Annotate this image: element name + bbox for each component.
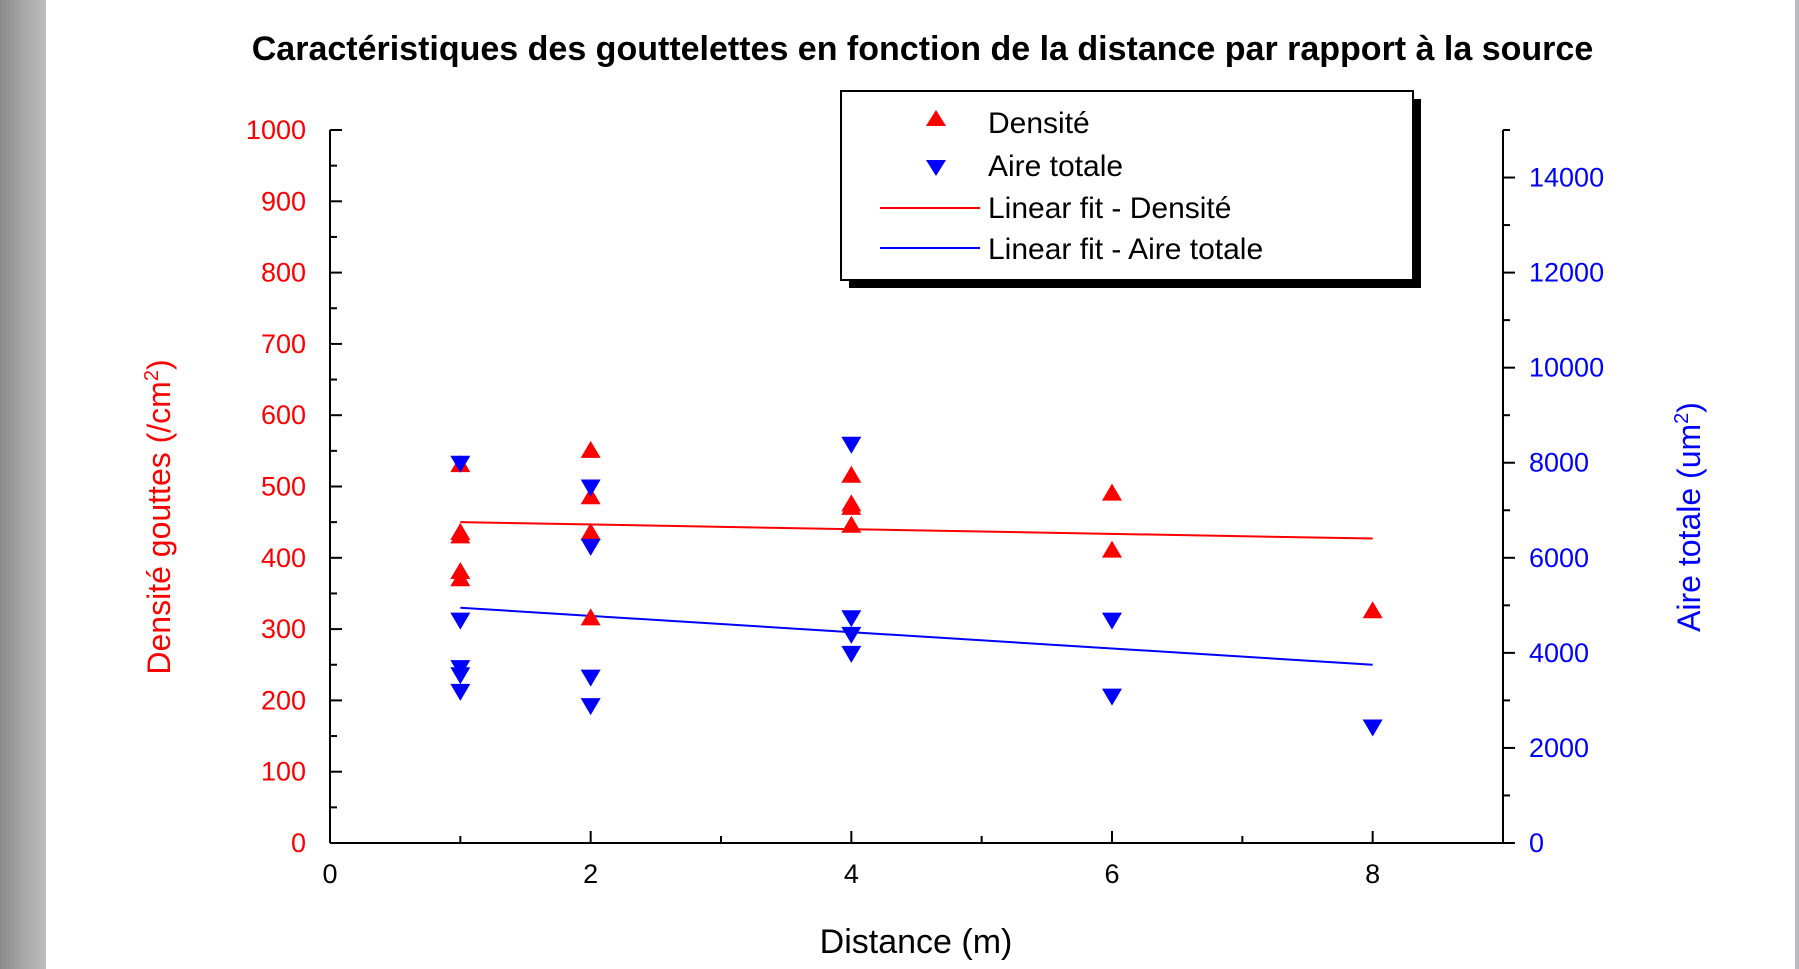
aire-point — [841, 436, 862, 454]
y-right-axis-label: Aire totale (um2) — [1671, 402, 1707, 632]
y-right-tick-label: 6000 — [1529, 543, 1589, 573]
y-left-tick-label: 200 — [261, 685, 306, 715]
densite-point — [580, 440, 601, 458]
aire-point — [1102, 688, 1122, 706]
aire-point — [841, 610, 862, 628]
x-tick-label: 4 — [844, 859, 859, 889]
densite-point — [450, 569, 471, 587]
densite-point — [1362, 601, 1383, 619]
aire-point — [580, 538, 601, 556]
aire-point — [1362, 719, 1383, 737]
densite-point — [580, 522, 601, 540]
legend-label-densite: Densité — [988, 107, 1090, 140]
fit-line-densite — [460, 521, 1373, 540]
legend-label-fit-densite: Linear fit - Densité — [988, 192, 1231, 225]
densite-point — [841, 465, 862, 483]
left-background-strip — [0, 0, 46, 969]
x-tick-label: 2 — [583, 859, 598, 889]
aire-point — [580, 698, 601, 716]
y-left-tick-label: 700 — [261, 329, 306, 359]
y-right-ticks: 0 2000 4000 6000 8000 10000 12000 14000 — [1503, 129, 1604, 858]
y-left-tick-label: 600 — [261, 400, 306, 430]
legend-label-aire: Aire totale — [988, 150, 1123, 183]
densite-point — [580, 608, 601, 626]
densite-point — [1102, 540, 1122, 558]
aire-point — [580, 669, 601, 687]
x-tick-label: 6 — [1104, 859, 1119, 889]
aire-point — [841, 645, 862, 663]
axes: 0 2 4 6 8 0 100 200 300 400 500 600 700 800 900 1000 0… — [246, 115, 1604, 889]
y-left-ticks: 0 100 200 300 400 500 600 700 800 900 1000 — [246, 115, 342, 858]
densite-point — [841, 515, 862, 533]
y-left-tick-label: 0 — [291, 828, 306, 858]
densite-point — [450, 526, 471, 544]
y-left-axis-label: Densité gouttes (/cm2) — [141, 359, 177, 674]
aire-point — [450, 455, 471, 473]
chart-title: Caractéristiques des gouttelettes en fon… — [251, 30, 1594, 68]
y-right-tick-label: 2000 — [1529, 733, 1589, 763]
aire-point — [450, 683, 471, 701]
y-right-tick-label: 0 — [1529, 828, 1544, 858]
x-tick-label: 0 — [322, 859, 337, 889]
aire-point — [450, 612, 471, 630]
y-left-tick-label: 800 — [261, 258, 306, 288]
right-background-strip — [1795, 0, 1799, 969]
y-left-tick-label: 400 — [261, 543, 306, 573]
y-right-tick-label: 14000 — [1529, 163, 1604, 193]
markers — [450, 436, 1383, 737]
y-left-tick-label: 900 — [261, 186, 306, 216]
legend-marker-densite — [926, 110, 946, 126]
x-axis-label: Distance (m) — [820, 923, 1013, 961]
x-tick-label: 8 — [1365, 859, 1380, 889]
aire-point — [1102, 612, 1122, 630]
y-left-tick-label: 1000 — [246, 115, 306, 145]
y-right-tick-label: 4000 — [1529, 638, 1589, 668]
y-left-tick-label: 300 — [261, 614, 306, 644]
legend-marker-aire — [926, 160, 946, 176]
y-right-tick-label: 12000 — [1529, 258, 1604, 288]
y-right-tick-label: 8000 — [1529, 448, 1589, 478]
densite-point — [841, 497, 862, 515]
fit-line-aire — [460, 606, 1373, 666]
legend-label-fit-aire: Linear fit - Aire totale — [988, 233, 1263, 266]
x-ticks: 0 2 4 6 8 — [322, 831, 1504, 889]
aire-point — [841, 626, 862, 644]
densite-point — [1102, 483, 1122, 501]
legend: Densité Aire totale Linear fit - Densité… — [840, 90, 1421, 288]
y-left-tick-label: 500 — [261, 472, 306, 502]
y-left-tick-label: 100 — [261, 757, 306, 787]
aire-point — [450, 667, 471, 685]
y-right-tick-label: 10000 — [1529, 353, 1604, 383]
aire-point — [580, 479, 601, 497]
fit-lines — [460, 521, 1373, 666]
